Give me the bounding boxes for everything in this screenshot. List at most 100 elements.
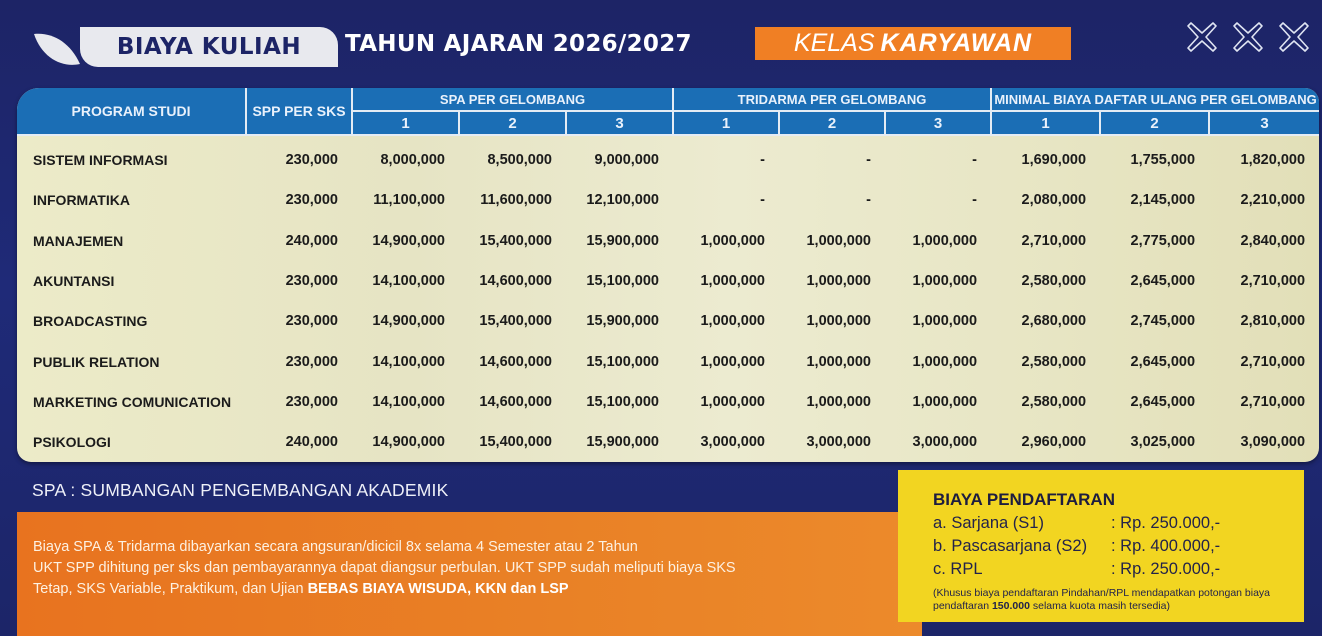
- fee-cell: 15,100,000: [586, 393, 659, 410]
- fee-cell: 230,000: [285, 353, 338, 370]
- fee-cell: 1,000,000: [912, 273, 978, 290]
- header-wave: 1: [352, 111, 460, 136]
- fee-cell: 15,900,000: [586, 434, 659, 451]
- fee-cell: 11,100,000: [373, 192, 445, 209]
- fee-cell: 2,710,000: [1021, 232, 1087, 249]
- class-name: KARYAWAN: [880, 29, 1033, 57]
- table-row: PSIKOLOGI 240,000 14,900,000 15,400,000 15,9…: [17, 422, 1319, 462]
- program-name-cell: INFORMATIKA: [33, 192, 130, 209]
- program-name-cell: AKUNTANSI: [33, 273, 115, 290]
- fee-cell: 14,900,000: [372, 313, 445, 330]
- fee-cell: 2,710,000: [1240, 353, 1306, 370]
- fee-cell: 240,000: [285, 434, 338, 451]
- fee-cell: 1,000,000: [700, 313, 765, 330]
- note-text: selama kuota masih tersedia): [1029, 600, 1171, 612]
- fee-cell: 2,840,000: [1240, 232, 1306, 249]
- spa-definition: SPA : SUMBANGAN PENGEMBANGAN AKADEMIK: [32, 480, 449, 500]
- header-wave: 1: [673, 111, 780, 136]
- fee-cell: 15,900,000: [586, 232, 659, 249]
- fee-cell: 1,000,000: [806, 393, 871, 410]
- registration-value: : Rp. 250.000,-: [1111, 560, 1221, 578]
- fee-cell: 14,900,000: [372, 232, 445, 249]
- registration-item: a. Sarjana (S1): Rp. 250.000,-: [933, 514, 1220, 533]
- note-discount: 150.000: [991, 600, 1030, 612]
- fee-cell: -: [760, 192, 765, 209]
- class-prefix: KELAS: [793, 29, 875, 57]
- fee-cell: 2,710,000: [1240, 393, 1306, 410]
- table-row: MARKETING COMUNICATION 230,000 14,100,000 1…: [17, 382, 1319, 422]
- table-row: AKUNTANSI 230,000 14,100,000 14,600,000 15,1…: [17, 261, 1319, 301]
- fee-cell: 2,580,000: [1021, 353, 1087, 370]
- info-line-1: Biaya SPA & Tridarma dibayarkan secara a…: [33, 539, 638, 555]
- fee-cell: -: [866, 152, 871, 169]
- fee-cell: 3,000,000: [806, 434, 871, 451]
- x-outline-icon: [1187, 22, 1217, 52]
- fee-cell: 1,000,000: [700, 353, 765, 370]
- class-type-badge: KELAS KARYAWAN: [755, 27, 1071, 60]
- fee-cell: 1,000,000: [912, 232, 978, 249]
- fee-cell: 2,960,000: [1021, 434, 1087, 451]
- fee-cell: 14,600,000: [479, 273, 552, 290]
- fee-cell: 3,025,000: [1130, 434, 1196, 451]
- tuition-table-container: PROGRAM STUDI SPP PER SKS SPA PER GELOMB…: [17, 88, 1319, 462]
- fee-cell: 14,100,000: [372, 353, 445, 370]
- fee-cell: 240,000: [285, 232, 338, 249]
- fee-cell: 1,000,000: [806, 273, 871, 290]
- table-row: INFORMATIKA 230,000 11,100,000 11,600,000 12…: [17, 180, 1319, 220]
- fee-cell: 1,000,000: [806, 232, 871, 249]
- fee-cell: 1,000,000: [700, 273, 765, 290]
- fee-cell: 2,710,000: [1240, 273, 1306, 290]
- fee-cell: -: [972, 152, 978, 169]
- header-wave: 2: [779, 111, 886, 136]
- payment-info-text: Biaya SPA & Tridarma dibayarkan secara a…: [33, 537, 893, 600]
- info-line-3: Tetap, SKS Variable, Praktikum, dan Ujia…: [33, 581, 308, 597]
- fee-cell: 230,000: [285, 273, 338, 290]
- registration-title: BIAYA PENDAFTARAN: [933, 490, 1115, 509]
- header-daftar-ulang-group: MINIMAL BIAYA DAFTAR ULANG PER GELOMBANG: [991, 88, 1319, 112]
- fee-cell: 1,820,000: [1240, 152, 1306, 169]
- fee-cell: 15,100,000: [586, 353, 659, 370]
- header-wave: 3: [1209, 111, 1319, 136]
- fee-cell: 2,080,000: [1021, 192, 1087, 209]
- fee-cell: 230,000: [285, 393, 338, 410]
- header-spa-group: SPA PER GELOMBANG: [352, 88, 674, 112]
- table-row: PUBLIK RELATION 230,000 14,100,000 14,600,0…: [17, 341, 1319, 381]
- header-wave: 2: [1100, 111, 1211, 136]
- title-pill: BIAYA KULIAH: [80, 27, 338, 67]
- academic-year: TAHUN AJARAN 2026/2027: [345, 31, 692, 57]
- header-spp: SPP PER SKS: [246, 88, 353, 136]
- fee-cell: 15,400,000: [479, 232, 552, 249]
- fee-cell: 15,100,000: [586, 273, 659, 290]
- program-name-cell: BROADCASTING: [33, 313, 148, 330]
- fee-cell: 1,000,000: [912, 313, 978, 330]
- fee-cell: 3,000,000: [912, 434, 978, 451]
- note-text: (Khusus biaya pendaftaran Pindahan/RPL m…: [933, 587, 1271, 612]
- table-row: BROADCASTING 230,000 14,900,000 15,400,000 1…: [17, 301, 1319, 341]
- fee-cell: 12,100,000: [586, 192, 659, 209]
- fee-cell: 1,000,000: [806, 313, 871, 330]
- fee-cell: 1,000,000: [700, 393, 765, 410]
- info-line-2: UKT SPP dihitung per sks dan pembayarann…: [33, 560, 736, 576]
- fee-cell: 3,000,000: [700, 434, 765, 451]
- registration-label: b. Pascasarjana (S2): [933, 537, 1088, 555]
- program-name-cell: MARKETING COMUNICATION: [33, 393, 232, 410]
- fee-cell: 2,810,000: [1240, 313, 1306, 330]
- header-tridarma-group: TRIDARMA PER GELOMBANG: [673, 88, 993, 112]
- table-row: SISTEM INFORMASI 230,000 8,000,000 8,500,00…: [17, 135, 1319, 180]
- registration-fee-box: BIAYA PENDAFTARAN a. Sarjana (S1): Rp. 2…: [898, 470, 1304, 622]
- x-outline-icon: [1233, 22, 1263, 52]
- fee-cell: 230,000: [285, 313, 338, 330]
- registration-item: b. Pascasarjana (S2) : Rp. 400.000,-: [933, 537, 1220, 556]
- fee-cell: 14,600,000: [479, 393, 552, 410]
- header-wave: 2: [459, 111, 567, 136]
- registration-value: : Rp. 400.000,-: [1111, 537, 1221, 555]
- header-program: PROGRAM STUDI: [17, 88, 247, 136]
- fee-cell: 9,000,000: [594, 152, 659, 169]
- fee-cell: 2,645,000: [1130, 393, 1196, 410]
- info-highlight: BEBAS BIAYA WISUDA, KKN dan LSP: [307, 581, 569, 597]
- registration-value: : Rp. 250.000,-: [1111, 514, 1221, 532]
- fee-cell: 1,690,000: [1021, 152, 1087, 169]
- header-wave: 3: [885, 111, 993, 136]
- fee-cell: 2,145,000: [1130, 192, 1196, 209]
- decor-x-icons: [1185, 20, 1311, 54]
